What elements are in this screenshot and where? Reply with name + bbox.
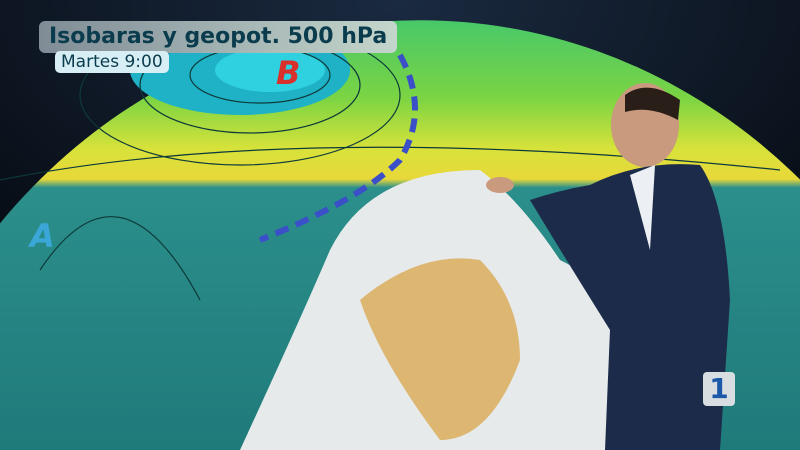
desert xyxy=(360,258,520,440)
cold-front xyxy=(258,53,418,243)
presenter xyxy=(486,83,730,450)
high-pressure-label: A xyxy=(30,217,55,255)
low-pressure-center xyxy=(215,48,325,92)
low-pressure-label: B xyxy=(276,54,301,92)
channel-logo: 1 xyxy=(703,372,735,406)
map-title: Isobaras y geopot. 500 hPa xyxy=(39,21,398,53)
time-label: Martes 9:00 xyxy=(55,51,169,73)
